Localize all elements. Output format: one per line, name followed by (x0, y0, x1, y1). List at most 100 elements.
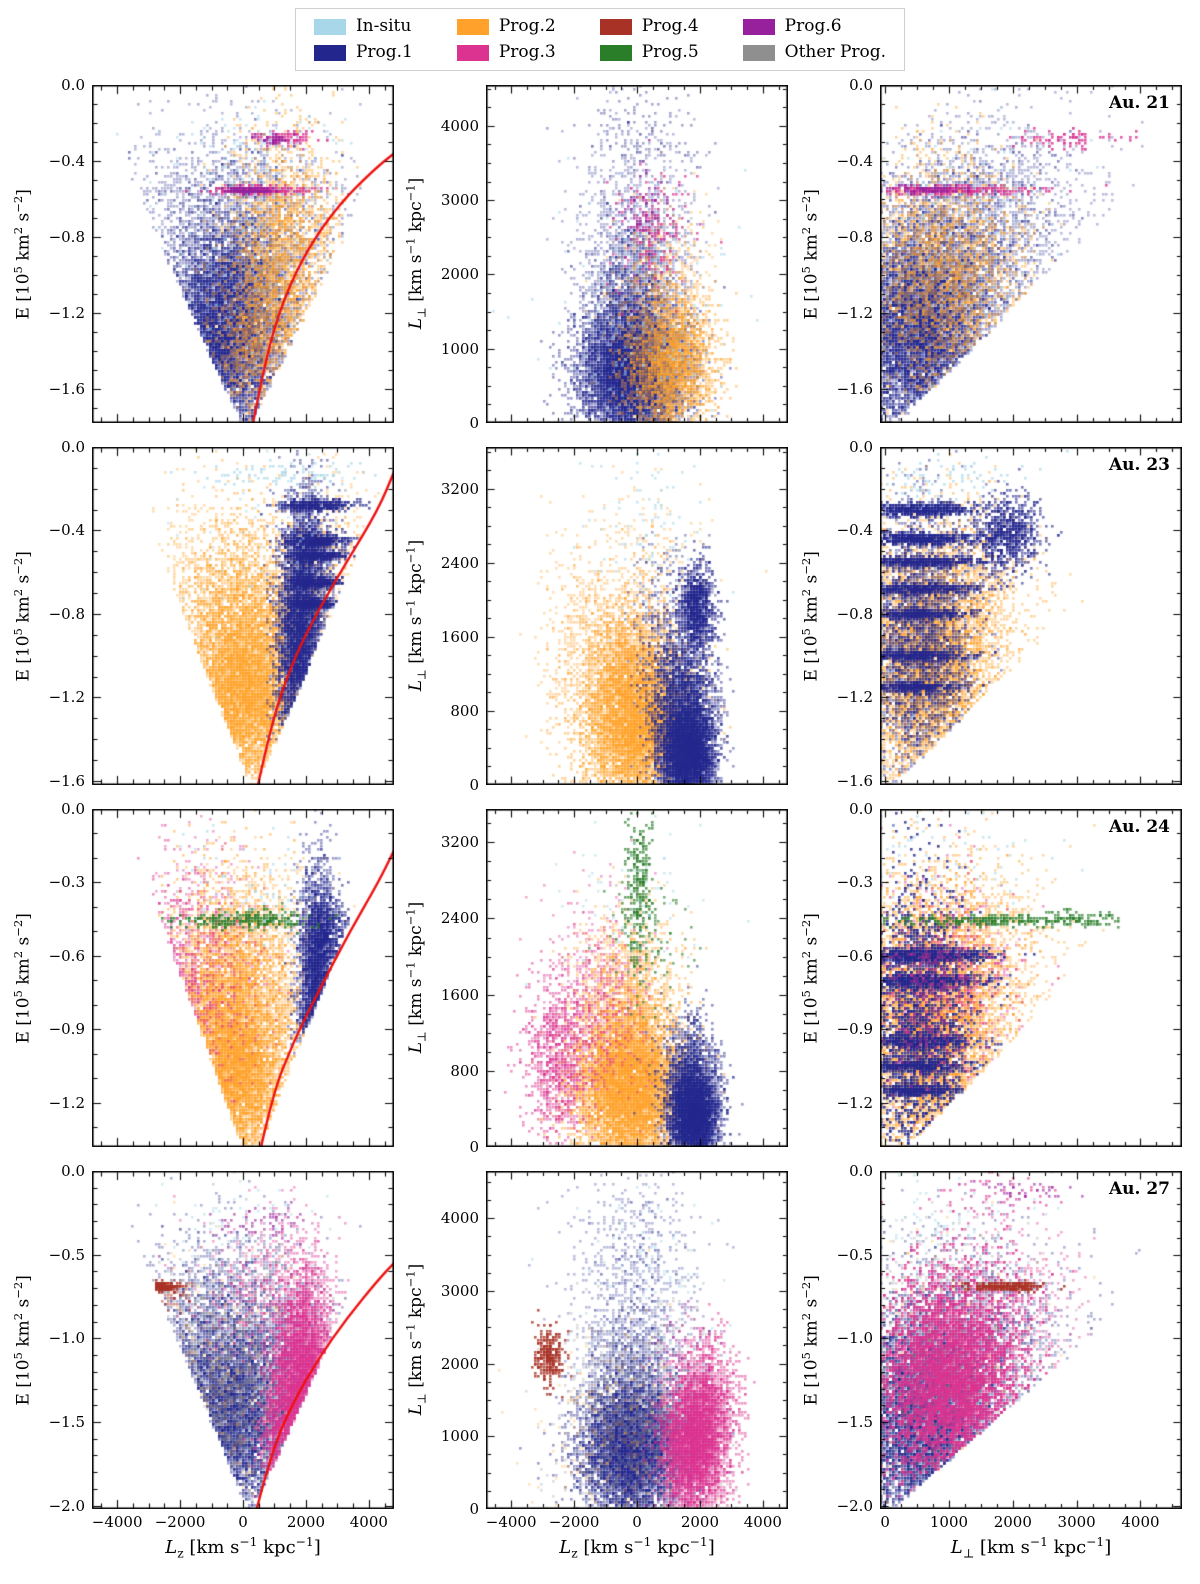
panel-e_lperp-row2: E [105 km2 s−2] 0.0 −0.4 −0.8 −1.2 −1.6 Au. 23 (796, 438, 1184, 790)
y-tick-label: −0.5 (836, 1245, 873, 1264)
y-tick-label: 2400 (440, 909, 479, 928)
scatter-canvas (92, 447, 394, 785)
y-tick-label: 3200 (440, 833, 479, 852)
plot-area: 0.0 −0.4 −0.8 −1.2 −1.6 (49, 76, 394, 423)
legend-label-prog3: Prog.3 (498, 42, 556, 62)
x-tick-label: 0 (880, 1513, 890, 1531)
y-tick-label: 3000 (440, 1281, 479, 1300)
legend-label-prog2: Prog.2 (498, 16, 556, 36)
y-tick-label: 0.0 (61, 800, 85, 818)
legend-item-prog5: Prog.5 (599, 42, 699, 62)
x-tick-label: −4000 (91, 1513, 143, 1531)
y-tick-label: −0.4 (836, 151, 873, 170)
y-tick-label: 3000 (440, 191, 479, 210)
y-tick-label: 800 (450, 701, 479, 720)
y-tick-label: −0.6 (836, 946, 873, 965)
y-tick-label: 0 (469, 776, 479, 794)
y-tick-label: −1.2 (48, 303, 85, 322)
legend-swatch-prog3 (456, 44, 489, 61)
scatter-canvas (880, 1171, 1182, 1509)
legend-item-prog6: Prog.6 (742, 17, 886, 36)
y-tick-label: −1.5 (836, 1412, 873, 1431)
y-tick-label: 0.0 (849, 1162, 873, 1180)
plot-area: 0.0 −0.4 −0.8 −1.2 −1.6 Au. 21 (837, 76, 1182, 423)
scatter-canvas (486, 85, 788, 423)
x-axis-label: Lz [km s−1 kpc−1] (559, 1535, 715, 1561)
halo-label: Au. 24 (1108, 817, 1170, 837)
panel-e_lz-row4: E [105 km2 s−2] 0.0 −0.5 −1.0 −1.5 −2.0 −4000−… (8, 1162, 396, 1561)
panel-e_lperp-row3: E [105 km2 s−2] 0.0 −0.3 −0.6 −0.9 −1.2 Au. 24 (796, 800, 1184, 1147)
y-tick-label: 800 (450, 1061, 479, 1080)
y-tick-label: 0 (469, 1500, 479, 1518)
y-tick-label: −0.5 (48, 1245, 85, 1264)
scatter-canvas (880, 809, 1182, 1147)
y-tick-label: −1.5 (48, 1412, 85, 1431)
y-tick-label: 2000 (440, 1354, 479, 1373)
y-axis-label-container: E [105 km2 s−2] (8, 85, 36, 423)
y-tick-label: 4000 (440, 116, 479, 135)
plot-area: 0 800 1600 2400 3200 (441, 447, 788, 794)
x-tick-label: 1000 (929, 1513, 969, 1531)
y-axis-label: E [105 km2 s−2] (798, 188, 822, 320)
y-tick-label: −1.0 (836, 1329, 873, 1348)
y-tick-label: −0.9 (48, 1020, 85, 1039)
y-tick-label: 1600 (440, 627, 479, 646)
y-tick-label: 0.0 (61, 438, 85, 456)
y-tick-label: −0.9 (836, 1020, 873, 1039)
x-tick-label: 4000 (1121, 1513, 1160, 1531)
legend-swatch-prog4 (599, 18, 632, 35)
panel-e_lperp-row1: E [105 km2 s−2] 0.0 −0.4 −0.8 −1.2 −1.6 Au. 21 (796, 76, 1184, 423)
legend-item-prog2: Prog.2 (456, 16, 556, 36)
plot-area: 0.0 −0.3 −0.6 −0.9 −1.2 (49, 800, 394, 1147)
halo-label: Au. 27 (1108, 1179, 1170, 1199)
y-tick-label: −0.8 (836, 604, 873, 623)
y-tick-label: 3200 (440, 479, 479, 498)
y-tick-label: −0.8 (836, 227, 873, 246)
y-axis-label-container: E [105 km2 s−2] (796, 85, 824, 423)
plot-area: 0.0 −0.5 −1.0 −1.5 −2.0 −4000 −2000 0 2000 4000 Lz… (49, 1162, 394, 1561)
x-axis-label: L⊥ [km s−1 kpc−1] (950, 1535, 1112, 1561)
y-tick-label: −1.2 (836, 303, 873, 322)
figure-grid: E [105 km2 s−2] 0.0 −0.4 −0.8 −1.2 −1.6 L⊥ [km… (0, 76, 1200, 1561)
y-tick-label: 1000 (440, 339, 479, 358)
y-tick-label: −1.6 (48, 379, 85, 398)
panel-e_lz-row3: E [105 km2 s−2] 0.0 −0.3 −0.6 −0.9 −1.2 (8, 800, 396, 1147)
plot-area: 0 1000 2000 3000 4000 (441, 85, 788, 432)
y-axis-label-container: E [105 km2 s−2] (796, 1171, 824, 1509)
x-tick-label: 4000 (349, 1513, 388, 1531)
x-tick-label: 0 (632, 1513, 642, 1531)
legend-column: Prog.4 Prog.5 (599, 17, 699, 62)
y-axis-label-container: L⊥ [km s−1 kpc−1] (402, 809, 430, 1147)
legend-swatch-insitu (313, 18, 346, 35)
legend: In-situ Prog.1 Prog.2 Prog.3 Prog.4 Prog… (294, 8, 906, 71)
x-tick-label: 3000 (1057, 1513, 1096, 1531)
y-axis-label-container: E [105 km2 s−2] (796, 447, 824, 785)
legend-swatch-prog1 (313, 44, 346, 61)
y-axis-label-container: L⊥ [km s−1 kpc−1] (402, 85, 430, 423)
plot-area: 0.0 −0.3 −0.6 −0.9 −1.2 Au. 24 (837, 800, 1182, 1147)
y-axis-label: L⊥ [km s−1 kpc−1] (403, 902, 429, 1054)
legend-item-insitu: In-situ (313, 16, 413, 36)
y-axis-label: E [105 km2 s−2] (10, 1274, 34, 1406)
y-tick-label: 1000 (440, 1427, 479, 1446)
legend-label-prog5: Prog.5 (641, 42, 699, 62)
scatter-canvas (486, 447, 788, 785)
scatter-canvas (486, 1171, 788, 1509)
y-tick-label: −1.6 (836, 771, 873, 790)
y-tick-label: −0.4 (836, 521, 873, 540)
legend-label-prog1: Prog.1 (355, 42, 413, 62)
y-tick-label: 0.0 (61, 76, 85, 94)
legend-item-prog3: Prog.3 (456, 42, 556, 62)
x-tick-label: 0 (238, 1513, 248, 1531)
legend-item-prog1: Prog.1 (313, 42, 413, 62)
plot-area: 0 1000 2000 3000 4000 −4000 −2000 0 2000 4000 Lz [… (441, 1171, 788, 1561)
scatter-canvas (92, 85, 394, 423)
legend-label-insitu: In-situ (355, 16, 412, 36)
legend-swatch-other-prog (742, 44, 775, 61)
y-tick-label: 4000 (440, 1209, 479, 1228)
y-tick-label: −2.0 (48, 1496, 85, 1515)
y-tick-label: −1.2 (48, 688, 85, 707)
y-axis-label: E [105 km2 s−2] (798, 912, 822, 1044)
scatter-canvas (880, 447, 1182, 785)
y-tick-label: −1.0 (48, 1329, 85, 1348)
